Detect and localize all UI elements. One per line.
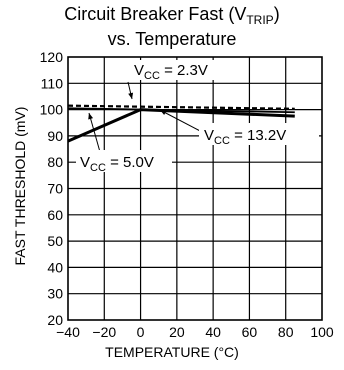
chart-title-subscript: TRIP: [246, 13, 274, 27]
x-tick-label-1: −20: [92, 324, 116, 340]
series-line-2: [67, 108, 295, 143]
y-tick-label-8: 100: [40, 102, 64, 118]
x-tick-label-4: 40: [205, 324, 221, 340]
y-tick-label-2: 40: [47, 259, 63, 275]
annotation-arrowhead-0: [128, 92, 134, 99]
series-line-0: [67, 104, 295, 110]
x-tick-label-0: −40: [56, 324, 80, 340]
annotation-bg-2: [76, 150, 172, 172]
series-label-0: VCC = 2.3V: [134, 62, 208, 82]
y-tick-label-1: 30: [47, 286, 63, 302]
y-tick-label-7: 90: [47, 128, 63, 144]
series-label-1: VCC = 13.2V: [204, 127, 286, 147]
annotation-leader-1: [159, 109, 205, 134]
y-tick-label-5: 70: [47, 181, 63, 197]
x-tick-label-6: 80: [278, 324, 294, 340]
x-axis-label: TEMPERATURE (°C): [105, 344, 239, 360]
x-tick-label-7: 100: [310, 324, 334, 340]
chart-title-main: Circuit Breaker Fast (V: [64, 4, 247, 24]
plot-frame: [67, 56, 323, 321]
annotation-bg-0: [122, 60, 232, 80]
chart-title-line-2: vs. Temperature: [107, 29, 237, 49]
annotation-bg-1: [199, 123, 319, 145]
y-tick-label-4: 60: [47, 207, 63, 223]
x-tick-label-2: 0: [137, 324, 145, 340]
y-tick-label-0: 20: [47, 312, 63, 328]
annotation-arrowhead-2: [88, 113, 94, 120]
series-label-2: VCC = 5.0V: [80, 154, 154, 174]
annotation-arrowhead-1: [160, 110, 167, 115]
chart-title-line-1: Circuit Breaker Fast (VTRIP): [0, 4, 344, 27]
x-tick-label-3: 20: [169, 324, 185, 340]
y-tick-label-6: 80: [47, 154, 63, 170]
y-axis-label: FAST THRESHOLD (mV): [12, 106, 28, 266]
y-tick-label-10: 120: [40, 49, 64, 65]
y-tick-label-9: 110: [41, 75, 64, 91]
annotation-leader-2: [88, 112, 101, 153]
chart-title-end: ): [273, 4, 280, 24]
x-tick-label-5: 60: [242, 324, 258, 340]
y-tick-label-3: 50: [47, 233, 63, 249]
